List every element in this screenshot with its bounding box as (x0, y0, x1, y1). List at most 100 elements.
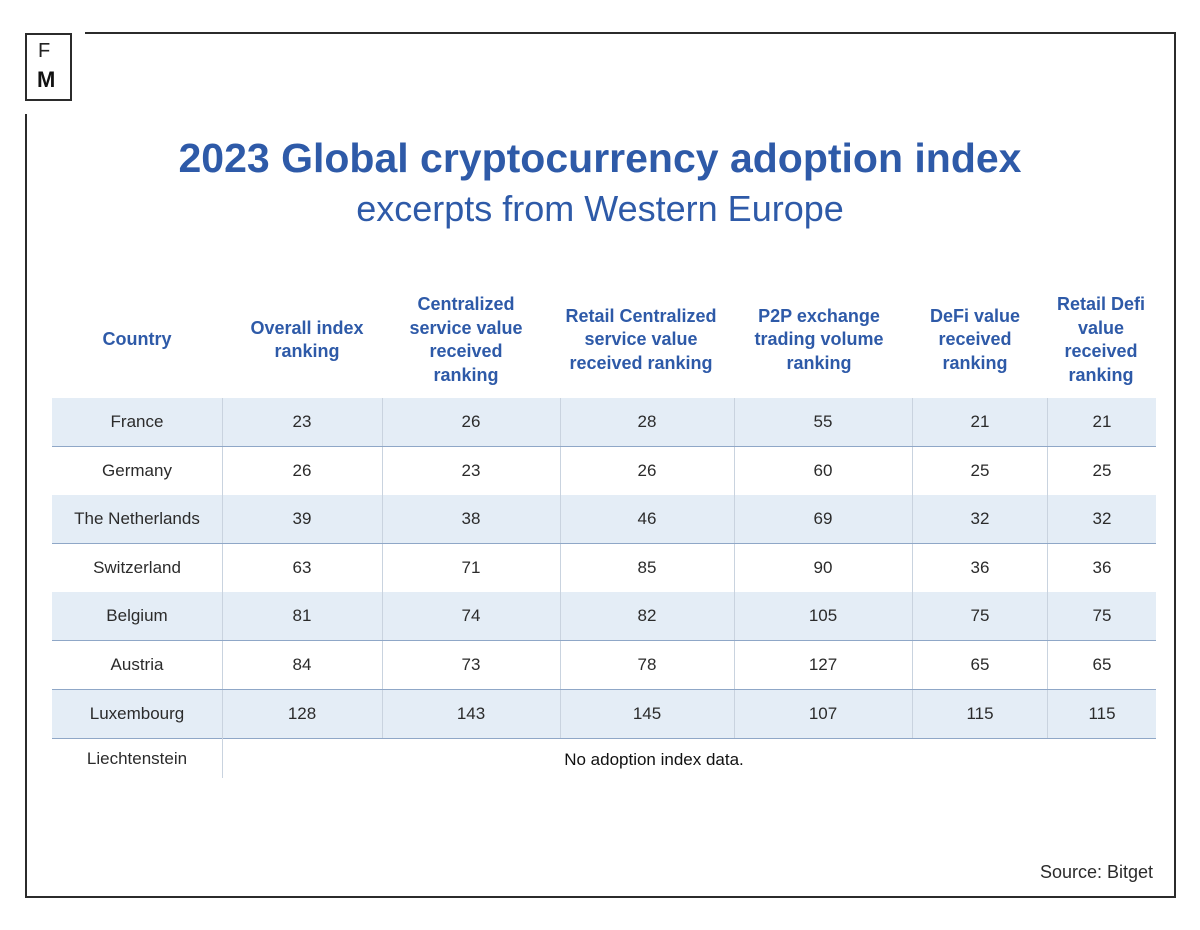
cell-retail-centralized-service: 85 (637, 557, 657, 577)
column-divider (382, 543, 383, 592)
column-divider (1047, 398, 1048, 446)
column-divider (734, 495, 735, 544)
table-row: The Netherlands 39 38 46 69 32 32 (52, 495, 1156, 545)
logo-letter-m: M (37, 67, 56, 92)
cell-overall-index: 39 (292, 509, 312, 529)
column-divider (734, 641, 735, 689)
cell-retail-defi-value: 32 (1092, 509, 1112, 529)
cell-p2p-volume: 105 (808, 606, 838, 626)
cell-retail-centralized-service: 82 (637, 606, 657, 626)
column-divider (382, 446, 383, 495)
frame-bottom-border (25, 896, 1176, 898)
cell-defi-value: 32 (970, 509, 990, 529)
column-divider (382, 641, 383, 689)
cell-retail-defi-value: 21 (1092, 412, 1112, 431)
cell-country: Luxembourg (89, 703, 185, 723)
cell-defi-value: 115 (966, 703, 994, 723)
cell-centralized-service: 73 (461, 655, 481, 674)
cell-defi-value: 21 (970, 412, 990, 431)
cell-retail-centralized-service: 46 (637, 509, 657, 529)
column-divider (560, 495, 561, 544)
frame-right-border (1174, 32, 1176, 898)
column-divider (222, 398, 223, 446)
cell-p2p-volume: 90 (813, 557, 833, 577)
column-divider (222, 446, 223, 495)
cell-retail-centralized-service: 78 (637, 655, 657, 674)
cell-p2p-volume: 55 (813, 412, 833, 431)
column-divider (560, 641, 561, 689)
column-divider (912, 592, 913, 641)
cell-defi-value: 25 (970, 460, 990, 480)
header-p2p-exchange-volume: P2P exchange trading volume ranking (754, 305, 884, 373)
header-retail-centralized-service-value: Retail Centralized service value receive… (565, 305, 717, 373)
cell-overall-index: 23 (292, 412, 312, 431)
column-divider (912, 689, 913, 738)
column-divider (1047, 592, 1048, 641)
cell-country: France (110, 412, 164, 431)
column-divider (1047, 543, 1048, 592)
column-divider (382, 398, 383, 446)
header-defi-value: DeFi value received ranking (929, 305, 1021, 373)
column-divider (222, 689, 223, 738)
cell-retail-defi-value: 25 (1092, 460, 1112, 480)
table-row: Austria 84 73 78 127 65 65 (52, 641, 1156, 690)
column-divider (382, 689, 383, 738)
column-divider (1047, 689, 1048, 738)
cell-defi-value: 65 (970, 655, 990, 674)
source-credit: Source: Bitget (1040, 862, 1154, 882)
column-divider (222, 641, 223, 689)
header-country: Country (102, 329, 172, 350)
column-divider (560, 689, 561, 738)
cell-defi-value: 75 (970, 606, 990, 626)
column-divider (222, 543, 223, 592)
cell-centralized-service: 71 (461, 557, 481, 577)
cell-p2p-volume: 127 (808, 655, 838, 674)
table-row-liechtenstein: Liechtenstein (52, 736, 1156, 782)
page-title: 2023 Global cryptocurrency adoption inde… (178, 135, 1022, 181)
column-divider (912, 641, 913, 689)
cell-retail-defi-value: 115 (1088, 703, 1116, 723)
cell-retail-defi-value: 36 (1092, 557, 1112, 577)
column-divider (912, 398, 913, 446)
cell-defi-value: 36 (970, 557, 990, 577)
cell-centralized-service: 38 (461, 509, 481, 529)
table-row: Belgium 81 74 82 105 75 75 (52, 592, 1156, 642)
cell-p2p-volume: 60 (813, 460, 833, 480)
table-row: Luxembourg 128 143 145 107 115 115 (52, 689, 1156, 739)
column-divider (222, 592, 223, 641)
cell-centralized-service: 74 (461, 606, 481, 626)
column-divider (382, 592, 383, 641)
cell-country: Belgium (106, 606, 168, 626)
frame-top-border (85, 32, 1176, 34)
cell-overall-index: 84 (292, 655, 312, 674)
column-divider (560, 398, 561, 446)
column-divider (1047, 446, 1048, 495)
cell-retail-centralized-service: 145 (632, 703, 662, 723)
column-divider (222, 736, 223, 778)
no-data-note: No adoption index data. (564, 750, 744, 769)
cell-country: Germany (102, 460, 172, 480)
column-divider (560, 543, 561, 592)
cell-retail-defi-value: 65 (1092, 655, 1112, 674)
column-divider (382, 495, 383, 544)
column-divider (560, 592, 561, 641)
cell-centralized-service: 26 (461, 412, 481, 431)
page-subtitle: excerpts from Western Europe (356, 188, 844, 229)
frame-left-border (25, 114, 27, 898)
cell-retail-centralized-service: 26 (637, 460, 657, 480)
column-divider (734, 398, 735, 446)
column-divider (912, 446, 913, 495)
column-divider (912, 495, 913, 544)
cell-country: Liechtenstein (86, 749, 188, 768)
column-divider (560, 446, 561, 495)
column-divider (734, 689, 735, 738)
cell-overall-index: 26 (292, 460, 312, 480)
cell-overall-index: 81 (292, 606, 312, 626)
column-divider (1047, 641, 1048, 689)
header-overall-index-ranking: Overall index ranking (250, 317, 364, 362)
column-divider (912, 543, 913, 592)
cell-overall-index: 128 (287, 703, 317, 723)
cell-country: The Netherlands (74, 509, 200, 529)
table-row: Germany 26 23 26 60 25 25 (52, 446, 1156, 496)
table-row: Switzerland 63 71 85 90 36 36 (52, 543, 1156, 593)
